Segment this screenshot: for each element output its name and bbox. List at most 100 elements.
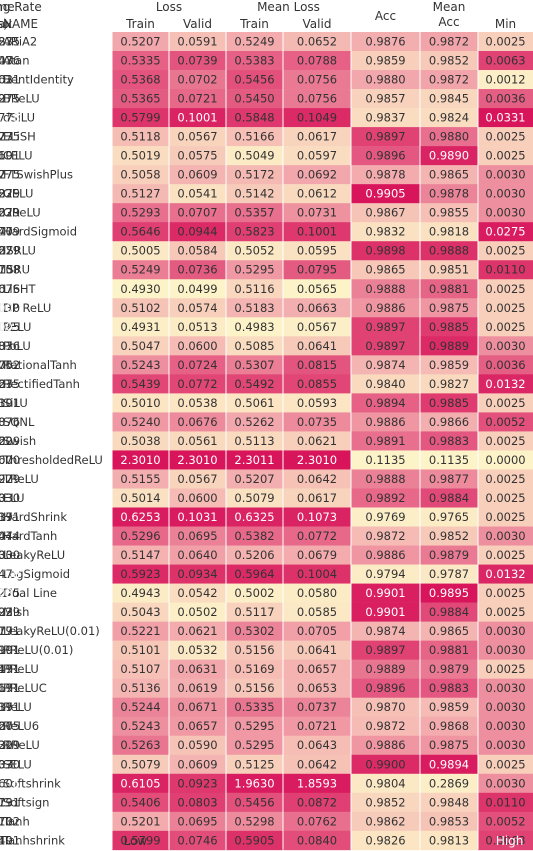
heat-cell [226, 697, 283, 718]
cell-value: 0.5101 [120, 643, 160, 657]
cell-value: 3.90 [0, 643, 13, 657]
heat-cell [112, 792, 169, 813]
heat-cell [478, 811, 533, 832]
cell-value: 3.30 [0, 738, 13, 752]
cell-value: 0.5058 [120, 168, 160, 182]
heat-cell [478, 526, 533, 546]
cell-value: 0.5964 [234, 567, 274, 581]
cell-value: 0.9884 [429, 491, 469, 505]
heat-cell [351, 146, 420, 166]
heat-cell [226, 431, 283, 451]
cell-value: 3.67 [0, 453, 13, 467]
cell-value: 0.0595 [297, 244, 337, 258]
cell-value: 0.0591 [177, 35, 217, 49]
cell-value: 0.0036 [485, 358, 525, 372]
cell-value: 0.0025 [485, 35, 525, 49]
heat-cell [478, 621, 533, 641]
cell-value: 0.6253 [120, 510, 160, 524]
heat-cell [283, 279, 351, 299]
cell-value: 0.1031 [177, 510, 217, 524]
heat-cell [478, 127, 533, 147]
cell-value: 0.0731 [297, 206, 337, 220]
cell-value: 3.73 [0, 130, 13, 144]
heat-cell [420, 754, 478, 775]
heat-cell [283, 773, 351, 794]
cell-value: 0.9832 [365, 225, 405, 239]
cell-value: 0.5365 [120, 92, 160, 106]
cell-value: 0.9878 [365, 168, 405, 182]
cell-value: 3.70 [0, 358, 13, 372]
cell-value: 0.0025 [485, 586, 525, 600]
cell-value: 0.0030 [485, 738, 525, 752]
cell-value: 3.30 [0, 548, 13, 562]
cell-value: 0.0653 [297, 681, 337, 695]
cell-value: 0.0275 [0, 719, 20, 733]
cell-value: 0.5335 [120, 54, 160, 68]
heat-cell [169, 89, 226, 109]
cell-value: 0.0803 [177, 795, 217, 809]
cell-value: 3.87 [0, 415, 13, 429]
cell-value: 0.0025 [0, 320, 20, 334]
cell-value: 3.70 [0, 263, 13, 277]
cell-value: 0.5207 [120, 35, 160, 49]
cell-value: 0.0030 [485, 187, 525, 201]
heat-cell [112, 545, 169, 565]
cell-value: 0.0030 [485, 681, 525, 695]
cell-value: 0.0538 [177, 396, 217, 410]
cell-value: 0.9896 [365, 681, 405, 695]
cell-value: 0.5113 [234, 434, 274, 448]
cell-value: 0.9848 [429, 795, 469, 809]
header-group-label: Loss [156, 0, 182, 14]
heat-cell [283, 336, 351, 356]
cell-value: 0.5905 [234, 833, 274, 847]
heat-cell [112, 298, 169, 318]
cell-value: 0.5406 [120, 795, 160, 809]
cell-value: 0.5201 [120, 814, 160, 828]
cell-value: 0.0746 [177, 833, 217, 847]
cell-value: 0.9894 [365, 396, 405, 410]
cell-value: 0.9827 [429, 377, 469, 391]
heat-cell [420, 412, 478, 432]
heat-cell [226, 526, 283, 546]
header-sub-label: Max [0, 17, 12, 31]
cell-value: 0.5295 [234, 738, 274, 752]
cell-value: 0.9886 [365, 415, 405, 429]
heat-cell [283, 241, 351, 261]
heat-cell [478, 431, 533, 451]
cell-value: 0.0030 [485, 206, 525, 220]
heat-cell [420, 184, 478, 204]
cell-value: 0.0000 [0, 453, 20, 467]
row-name: GReLU [3, 206, 41, 220]
cell-value: 0.9787 [429, 567, 469, 581]
cell-value: 0.0705 [297, 624, 337, 638]
cell-value: 3.63 [0, 377, 13, 391]
heat-cell [169, 792, 226, 813]
heat-cell [478, 336, 533, 356]
heat-cell [351, 279, 420, 299]
cell-value: 0.4931 [120, 320, 160, 334]
cell-value: 0.9886 [365, 548, 405, 562]
cell-value: 0.0052 [0, 358, 20, 372]
cell-value: 0.1004 [297, 567, 337, 581]
cell-value: 0.0030 [0, 548, 20, 562]
cell-value: 0.5117 [234, 605, 274, 619]
header-sub-label: Valid [303, 17, 332, 31]
cell-value: 0.0025 [485, 662, 525, 676]
heat-cell [169, 773, 226, 794]
cell-value: 0.9865 [365, 263, 405, 277]
heat-cell [478, 754, 533, 775]
cell-value: 0.5296 [120, 529, 160, 543]
cell-value: 0.0052 [485, 814, 525, 828]
cell-value: 0.9865 [429, 168, 469, 182]
heat-cell [226, 716, 283, 737]
heat-cell [226, 754, 283, 775]
cell-value: 4.00 [0, 320, 13, 334]
heat-cell [226, 108, 283, 128]
heat-cell [226, 678, 283, 698]
row-name: PoLU [3, 339, 31, 353]
cell-value: 0.9889 [429, 339, 469, 353]
cell-value: 0.5038 [120, 434, 160, 448]
